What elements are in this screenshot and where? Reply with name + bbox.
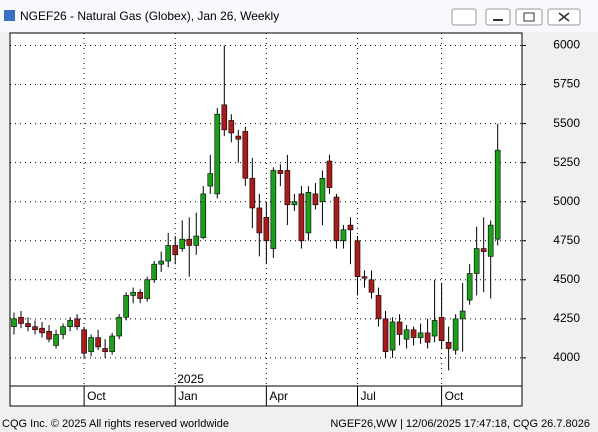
candle-body — [123, 295, 129, 318]
candle-body — [312, 193, 319, 206]
candle-body — [88, 337, 94, 352]
candle-body — [361, 276, 368, 279]
candle-body — [221, 104, 228, 131]
candle-body — [151, 263, 157, 281]
maximize-button[interactable] — [515, 8, 543, 26]
y-tick-label: 5000 — [553, 194, 580, 208]
candle-body — [459, 310, 466, 320]
candle-body — [298, 193, 305, 242]
candle-body — [340, 229, 347, 242]
candle-body — [438, 316, 445, 342]
y-tick-label: 4500 — [553, 272, 580, 286]
window-controls[interactable] — [451, 8, 581, 26]
y-tick-label: 4250 — [553, 311, 580, 325]
candle-body — [284, 170, 291, 206]
candle-body — [95, 337, 101, 348]
candle-body — [319, 177, 326, 202]
minimize-button[interactable] — [485, 8, 511, 26]
candle-body — [410, 329, 417, 338]
y-tick-label: 4000 — [553, 350, 580, 364]
candle-body — [382, 318, 389, 352]
candle-body — [256, 207, 263, 234]
candle-body — [109, 335, 115, 352]
candle-body — [305, 192, 312, 234]
y-tick-label: 6000 — [553, 38, 580, 52]
year-label: 2025 — [177, 372, 204, 386]
app-icon — [4, 10, 15, 21]
candle-body — [389, 321, 396, 351]
candle-body — [46, 331, 52, 340]
link-button[interactable] — [451, 8, 477, 26]
candle-body — [186, 238, 193, 246]
candle-body — [326, 160, 333, 188]
x-tick-label: Oct — [87, 389, 106, 403]
x-tick-label: Apr — [269, 389, 288, 403]
candle-body — [445, 341, 452, 349]
candle-body — [242, 131, 249, 179]
window-title: NGEF26 - Natural Gas (Globex), Jan 26, W… — [20, 9, 279, 23]
candle-body — [452, 318, 459, 351]
candle-body — [466, 273, 473, 301]
candle-body — [249, 177, 256, 209]
candle-body — [487, 224, 494, 257]
candle-body — [403, 329, 410, 340]
candle-body — [424, 332, 431, 343]
candle-body — [25, 323, 31, 327]
x-tick-label: Oct — [445, 389, 464, 403]
candle-body — [263, 217, 270, 242]
candle-body — [214, 113, 221, 195]
candle-body — [67, 320, 73, 327]
x-tick-label: Jan — [178, 389, 197, 403]
candle-body — [158, 260, 165, 265]
candle-body — [81, 329, 87, 354]
candle-body — [480, 248, 487, 252]
candle-body — [375, 295, 382, 320]
candle-body — [144, 279, 150, 299]
candle-body — [417, 332, 424, 338]
candle-body — [333, 196, 340, 242]
candle-body — [18, 316, 24, 324]
footer-right: NGEF26,WW | 12/06/2025 17:47:18, CQG 26.… — [330, 418, 590, 430]
candle-body — [137, 291, 143, 299]
y-tick-label: 5250 — [553, 155, 580, 169]
candle-body — [354, 240, 361, 277]
candle-body — [347, 224, 354, 231]
candle-body — [200, 193, 207, 238]
y-tick-label: 4750 — [553, 233, 580, 247]
candle-body — [116, 316, 122, 337]
candle-body — [130, 291, 136, 296]
candle-body — [368, 279, 375, 293]
candle-body — [74, 318, 80, 327]
candle-body — [396, 321, 403, 335]
candle-body — [473, 248, 480, 274]
candle-body — [270, 170, 277, 249]
candle-body — [102, 348, 108, 352]
candle-body — [53, 334, 59, 346]
candle-body — [165, 245, 172, 262]
candle-body — [431, 320, 438, 337]
footer-left: CQG Inc. © 2025 All rights reserved worl… — [2, 418, 229, 430]
candle-body — [193, 235, 200, 246]
x-tick-label: Jul — [360, 389, 375, 403]
candle-body — [60, 326, 66, 335]
candle-body — [494, 149, 501, 240]
y-tick-label: 5500 — [553, 116, 580, 130]
candle-body — [207, 173, 214, 187]
candle-body — [32, 326, 38, 331]
candle-body — [39, 327, 45, 334]
candle-body — [11, 318, 17, 327]
candle-body — [228, 120, 235, 134]
candle-body — [172, 245, 179, 256]
candle-body — [277, 170, 284, 174]
candle-body — [179, 238, 186, 249]
candle-body — [235, 135, 242, 140]
candle-body — [291, 201, 298, 206]
y-tick-label: 5750 — [553, 77, 580, 91]
